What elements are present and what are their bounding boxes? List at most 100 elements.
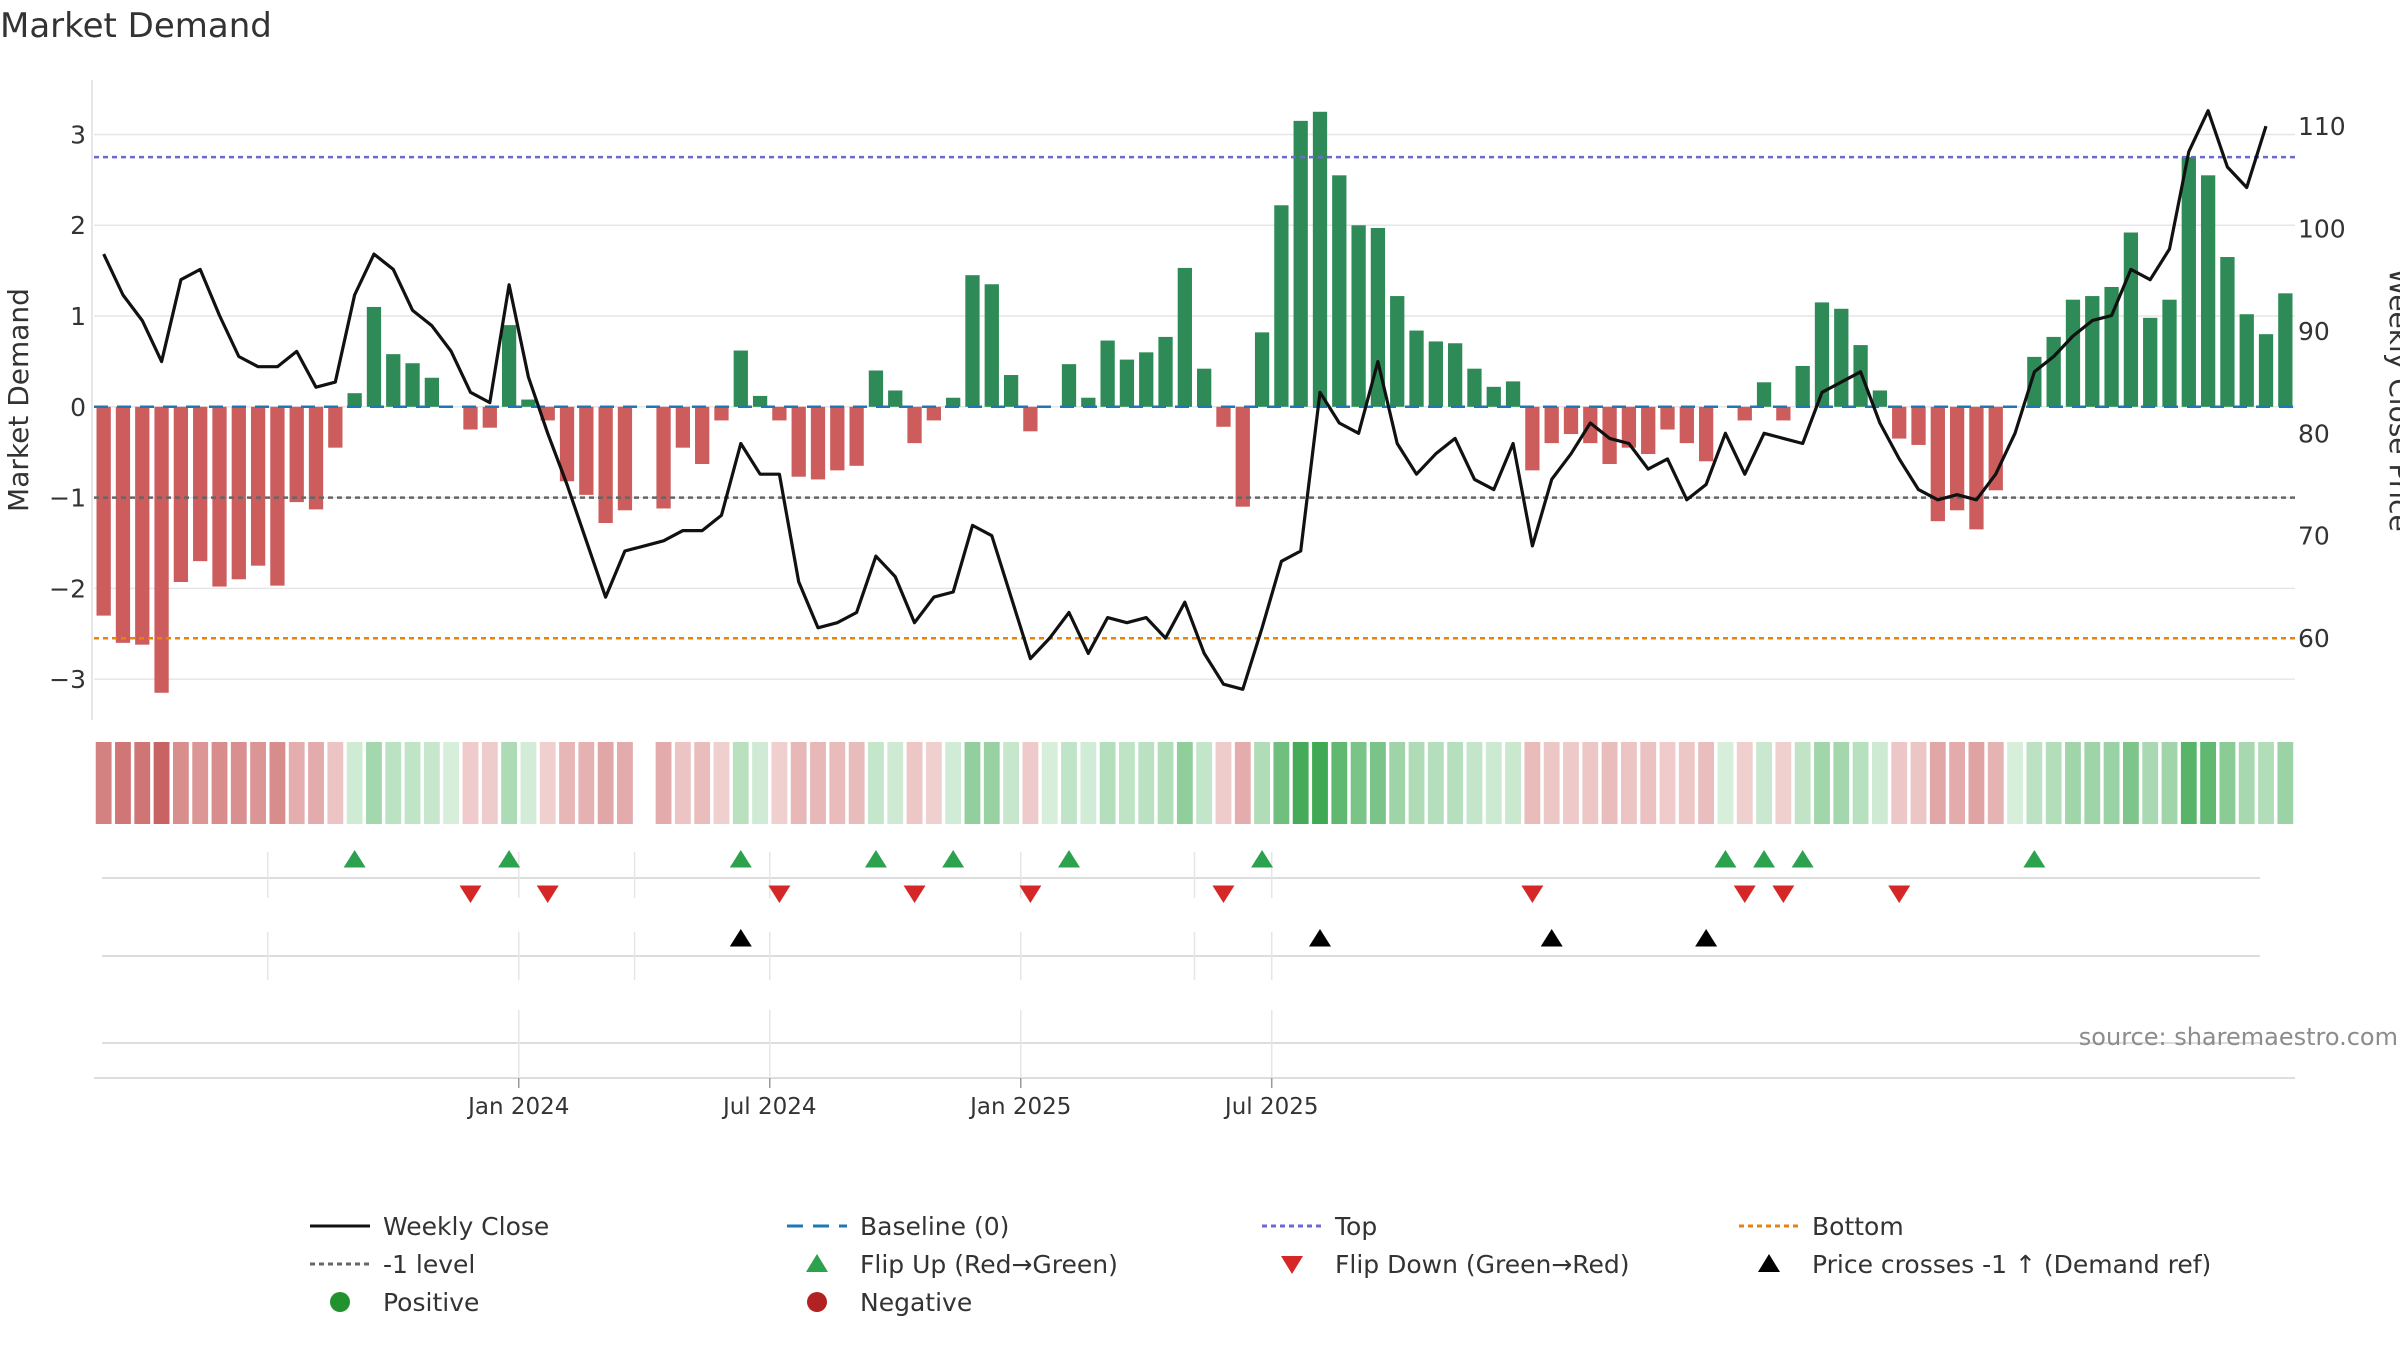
heat-strip-cell — [366, 742, 382, 824]
demand-bar — [1274, 205, 1289, 407]
heat-strip-cell — [385, 742, 402, 824]
demand-bar — [2278, 293, 2293, 407]
demand-bar — [115, 406, 131, 643]
heat-strip-cell — [1814, 742, 1830, 824]
demand-bar — [521, 399, 536, 407]
demand-bar — [830, 406, 845, 471]
demand-bar — [289, 406, 304, 503]
demand-bar — [1949, 406, 1965, 511]
heat-strip-cell — [2122, 742, 2139, 824]
demand-bar — [1119, 359, 1135, 407]
heat-strip-cell — [945, 742, 962, 824]
flip-up-marker — [2023, 850, 2046, 868]
demand-bar — [1988, 406, 2003, 491]
heat-strip-cell — [1620, 742, 1637, 824]
heat-strip-cell — [1659, 742, 1676, 824]
heat-strip-cell — [288, 742, 305, 824]
demand-bar — [1448, 343, 1463, 407]
flip-up-marker — [1058, 850, 1081, 868]
flip-down-marker — [1019, 885, 1042, 903]
demand-bar — [1428, 341, 1443, 407]
demand-bar — [656, 406, 671, 509]
demand-bar — [1081, 397, 1096, 407]
legend-item: Negative — [807, 1288, 972, 1317]
heat-strip-cell — [810, 742, 826, 824]
heat-strip-cell — [211, 742, 228, 824]
heat-strip-cell — [1563, 742, 1579, 824]
demand-bar — [154, 406, 169, 693]
demand-bar — [366, 306, 382, 407]
demand-bar — [1351, 225, 1366, 407]
demand-bar — [1158, 336, 1173, 407]
heat-strip-cell — [1389, 742, 1406, 824]
flip-up-marker — [343, 850, 366, 868]
demand-bar — [695, 406, 710, 464]
demand-bar — [1197, 368, 1212, 407]
heat-strip-cell — [1756, 742, 1772, 824]
flip-up-marker — [729, 850, 752, 868]
y-tick-label-right: 110 — [2298, 112, 2346, 141]
demand-bar — [1892, 406, 1907, 439]
legend-label: Flip Down (Green→Red) — [1335, 1250, 1630, 1279]
y-tick-label-left: 1 — [70, 302, 86, 331]
demand-bar — [173, 406, 189, 583]
demand-bar — [463, 406, 478, 430]
demand-bar — [1254, 332, 1270, 407]
heat-strip-cell — [2007, 742, 2023, 824]
demand-bar — [2046, 336, 2061, 407]
legend-item: Flip Down (Green→Red) — [1281, 1250, 1630, 1279]
y-tick-label-left: −3 — [49, 665, 86, 694]
heat-strip-cell — [2258, 742, 2274, 824]
demand-bar — [308, 406, 324, 510]
legend-item: Baseline (0) — [787, 1212, 1009, 1241]
demand-bar — [347, 393, 362, 407]
demand-bar — [1332, 175, 1347, 407]
heat-strip-cell — [906, 742, 923, 824]
demand-bar — [2162, 299, 2177, 407]
heat-strip-cell — [539, 742, 556, 824]
heat-strip-cell — [1485, 742, 1502, 824]
demand-bar — [1505, 381, 1521, 407]
legend: Weekly Close Baseline (0) Top Bottom -1 leve… — [310, 1212, 2211, 1317]
heat-strip-cell — [1447, 742, 1464, 824]
price-cross-marker — [729, 929, 752, 947]
x-tick-label: Jul 2024 — [721, 1094, 817, 1120]
flip-up-marker — [1714, 850, 1737, 868]
demand-bar — [888, 390, 903, 407]
demand-bar — [270, 406, 285, 586]
heat-strip-cell — [1119, 742, 1135, 824]
demand-bar — [250, 406, 266, 566]
demand-bar — [1525, 406, 1540, 471]
heat-strip-cell — [1215, 742, 1232, 824]
demand-bar — [2239, 314, 2254, 407]
heat-strip-cell — [694, 742, 711, 824]
heat-strip-cell — [1022, 742, 1039, 824]
heat-strip-cell — [732, 742, 749, 824]
heat-strip-cell — [578, 742, 595, 824]
demand-bar — [1602, 406, 1617, 464]
heat-strip-cell — [2200, 742, 2217, 824]
flip-down-marker — [1888, 885, 1911, 903]
heat-strip-cell — [1775, 742, 1792, 824]
heat-strip-cell — [848, 742, 865, 824]
demand-bar — [1216, 406, 1231, 427]
heat-strip-cell — [423, 742, 440, 824]
legend-swatch-triangle-up — [806, 1254, 828, 1272]
y-tick-label-right: 100 — [2298, 214, 2346, 243]
heat-strip-cell — [1968, 742, 1985, 824]
flip-down-marker — [536, 885, 559, 903]
demand-bar — [2065, 299, 2081, 407]
demand-bar — [1834, 308, 1849, 407]
heat-strip-cell — [1543, 742, 1560, 824]
demand-bar — [2200, 175, 2216, 407]
legend-swatch-triangle-down — [1281, 1256, 1303, 1274]
demand-bar — [386, 354, 401, 407]
demand-bar — [926, 406, 941, 421]
price-line-layer — [102, 109, 2268, 691]
heat-strip-cell — [2161, 742, 2178, 824]
price-cross-marker — [1308, 929, 1331, 947]
heat-strip-cell — [887, 742, 904, 824]
heat-strip-cell — [250, 742, 267, 824]
demand-bar — [2027, 356, 2042, 407]
